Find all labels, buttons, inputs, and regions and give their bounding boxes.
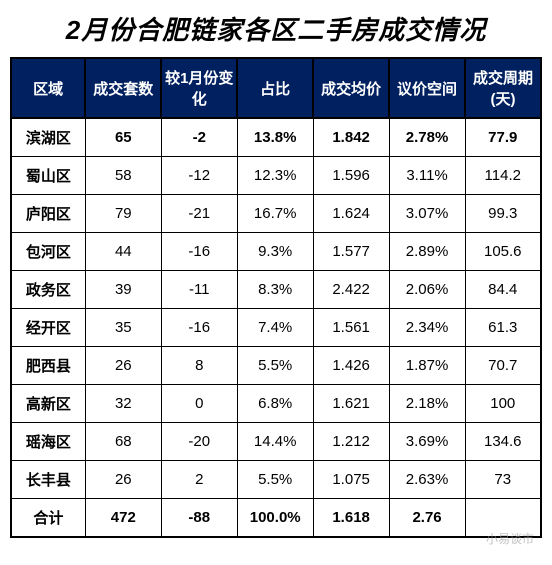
- page-title: 2月份合肥链家各区二手房成交情况: [10, 10, 542, 47]
- table-cell: 79: [85, 195, 161, 233]
- table-cell: 5.5%: [237, 461, 313, 499]
- table-cell: 68: [85, 423, 161, 461]
- table-cell: 2.89%: [389, 233, 465, 271]
- table-cell: 经开区: [11, 309, 85, 347]
- table-row: 长丰县2625.5%1.0752.63%73: [11, 461, 541, 499]
- table-cell: -11: [161, 271, 237, 309]
- table-cell: 包河区: [11, 233, 85, 271]
- table-cell: 1.624: [313, 195, 389, 233]
- col-count: 成交套数: [85, 58, 161, 118]
- table-cell: 1.075: [313, 461, 389, 499]
- table-cell: 庐阳区: [11, 195, 85, 233]
- col-price: 成交均价: [313, 58, 389, 118]
- table-cell: 2.63%: [389, 461, 465, 499]
- table-cell: 99.3: [465, 195, 541, 233]
- table-cell: 14.4%: [237, 423, 313, 461]
- table-cell: 0: [161, 385, 237, 423]
- table-cell: 3.07%: [389, 195, 465, 233]
- table-cell: 合计: [11, 499, 85, 538]
- table-cell: 1.561: [313, 309, 389, 347]
- table-cell: 2.34%: [389, 309, 465, 347]
- table-cell: 44: [85, 233, 161, 271]
- table-cell: 1.426: [313, 347, 389, 385]
- table-cell: 2.06%: [389, 271, 465, 309]
- table-cell: 13.8%: [237, 118, 313, 157]
- table-cell: -88: [161, 499, 237, 538]
- table-cell: 16.7%: [237, 195, 313, 233]
- table-cell: 5.5%: [237, 347, 313, 385]
- table-cell: 134.6: [465, 423, 541, 461]
- table-cell: 蜀山区: [11, 157, 85, 195]
- header-row: 区域 成交套数 较1月份变化 占比 成交均价 议价空间 成交周期(天): [11, 58, 541, 118]
- table-row: 高新区3206.8%1.6212.18%100: [11, 385, 541, 423]
- table-cell: 2: [161, 461, 237, 499]
- table-cell: 105.6: [465, 233, 541, 271]
- table-cell: -16: [161, 309, 237, 347]
- table-cell: 6.8%: [237, 385, 313, 423]
- col-region: 区域: [11, 58, 85, 118]
- table-cell: 1.618: [313, 499, 389, 538]
- table-row: 经开区35-167.4%1.5612.34%61.3: [11, 309, 541, 347]
- table-row: 政务区39-118.3%2.4222.06%84.4: [11, 271, 541, 309]
- table-cell: 2.78%: [389, 118, 465, 157]
- table-cell: 8.3%: [237, 271, 313, 309]
- table-cell: 9.3%: [237, 233, 313, 271]
- table-row: 庐阳区79-2116.7%1.6243.07%99.3: [11, 195, 541, 233]
- table-cell: -21: [161, 195, 237, 233]
- table-cell: 长丰县: [11, 461, 85, 499]
- table-cell: 26: [85, 461, 161, 499]
- table-cell: 26: [85, 347, 161, 385]
- table-row: 包河区44-169.3%1.5772.89%105.6: [11, 233, 541, 271]
- table-cell: 2.76: [389, 499, 465, 538]
- table-cell: 1.621: [313, 385, 389, 423]
- table-row: 蜀山区58-1212.3%1.5963.11%114.2: [11, 157, 541, 195]
- col-bargain: 议价空间: [389, 58, 465, 118]
- table-cell: 1.596: [313, 157, 389, 195]
- table-row: 肥西县2685.5%1.4261.87%70.7: [11, 347, 541, 385]
- table-cell: 高新区: [11, 385, 85, 423]
- table-cell: 1.577: [313, 233, 389, 271]
- table-cell: -20: [161, 423, 237, 461]
- table-cell: 100.0%: [237, 499, 313, 538]
- table-cell: 12.3%: [237, 157, 313, 195]
- table-cell: 2.422: [313, 271, 389, 309]
- table-cell: -16: [161, 233, 237, 271]
- table-cell: 肥西县: [11, 347, 85, 385]
- table-row: 滨湖区65-213.8%1.8422.78%77.9: [11, 118, 541, 157]
- table-cell: 114.2: [465, 157, 541, 195]
- table-cell: 61.3: [465, 309, 541, 347]
- table-cell: 70.7: [465, 347, 541, 385]
- table-cell: 瑶海区: [11, 423, 85, 461]
- table-cell: 2.18%: [389, 385, 465, 423]
- col-cycle: 成交周期(天): [465, 58, 541, 118]
- table-cell: 3.69%: [389, 423, 465, 461]
- table-cell: 滨湖区: [11, 118, 85, 157]
- table-cell: 1.87%: [389, 347, 465, 385]
- table-cell: 35: [85, 309, 161, 347]
- table-row: 瑶海区68-2014.4%1.2123.69%134.6: [11, 423, 541, 461]
- table-body: 滨湖区65-213.8%1.8422.78%77.9蜀山区58-1212.3%1…: [11, 118, 541, 537]
- table-cell: 3.11%: [389, 157, 465, 195]
- table-row: 合计472-88100.0%1.6182.76: [11, 499, 541, 538]
- table-cell: 84.4: [465, 271, 541, 309]
- table-cell: -2: [161, 118, 237, 157]
- transaction-table: 区域 成交套数 较1月份变化 占比 成交均价 议价空间 成交周期(天) 滨湖区6…: [10, 57, 542, 538]
- table-cell: 政务区: [11, 271, 85, 309]
- table-cell: 1.212: [313, 423, 389, 461]
- table-cell: 32: [85, 385, 161, 423]
- table-cell: 65: [85, 118, 161, 157]
- table-cell: 58: [85, 157, 161, 195]
- table-cell: 73: [465, 461, 541, 499]
- table-cell: 39: [85, 271, 161, 309]
- col-ratio: 占比: [237, 58, 313, 118]
- table-cell: 77.9: [465, 118, 541, 157]
- table-cell: 8: [161, 347, 237, 385]
- watermark: 小易谈市: [486, 530, 534, 547]
- table-cell: -12: [161, 157, 237, 195]
- table-cell: 7.4%: [237, 309, 313, 347]
- table-cell: 1.842: [313, 118, 389, 157]
- col-change: 较1月份变化: [161, 58, 237, 118]
- table-cell: 100: [465, 385, 541, 423]
- table-cell: 472: [85, 499, 161, 538]
